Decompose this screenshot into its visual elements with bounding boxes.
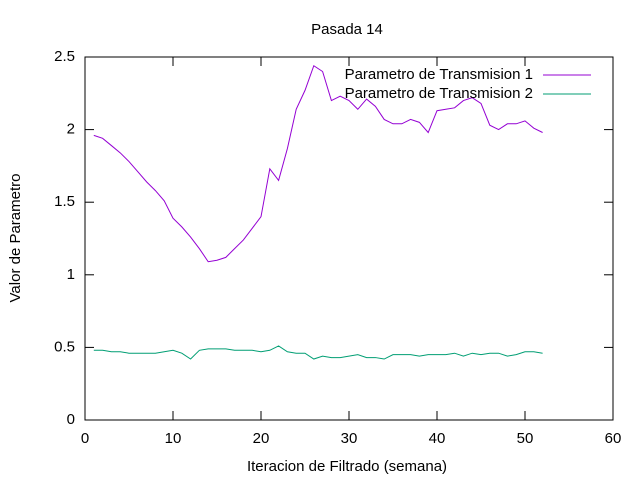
x-tick-label: 30 [341, 430, 358, 447]
y-tick-label: 2.5 [54, 48, 75, 65]
y-tick-label: 0.5 [54, 338, 75, 355]
series-line [93, 64, 543, 263]
x-tick-label: 40 [429, 430, 446, 447]
y-tick-label: 1 [67, 266, 75, 283]
y-tick-label: 1.5 [54, 193, 75, 210]
x-tick-label: 60 [605, 430, 622, 447]
x-tick-label: 0 [81, 430, 89, 447]
y-axis-label: Valor de Parametro [7, 174, 24, 303]
chart-title: Pasada 14 [311, 21, 383, 38]
x-tick-label: 10 [165, 430, 182, 447]
x-tick-label: 20 [253, 430, 270, 447]
series-line [93, 345, 543, 360]
legend-label: Parametro de Transmision 1 [345, 66, 533, 83]
x-axis-label: Iteracion de Filtrado (semana) [247, 458, 447, 475]
y-tick-label: 0 [67, 411, 75, 428]
y-tick-label: 2 [67, 121, 75, 138]
legend-label: Parametro de Transmision 2 [345, 85, 533, 102]
x-tick-label: 50 [517, 430, 534, 447]
